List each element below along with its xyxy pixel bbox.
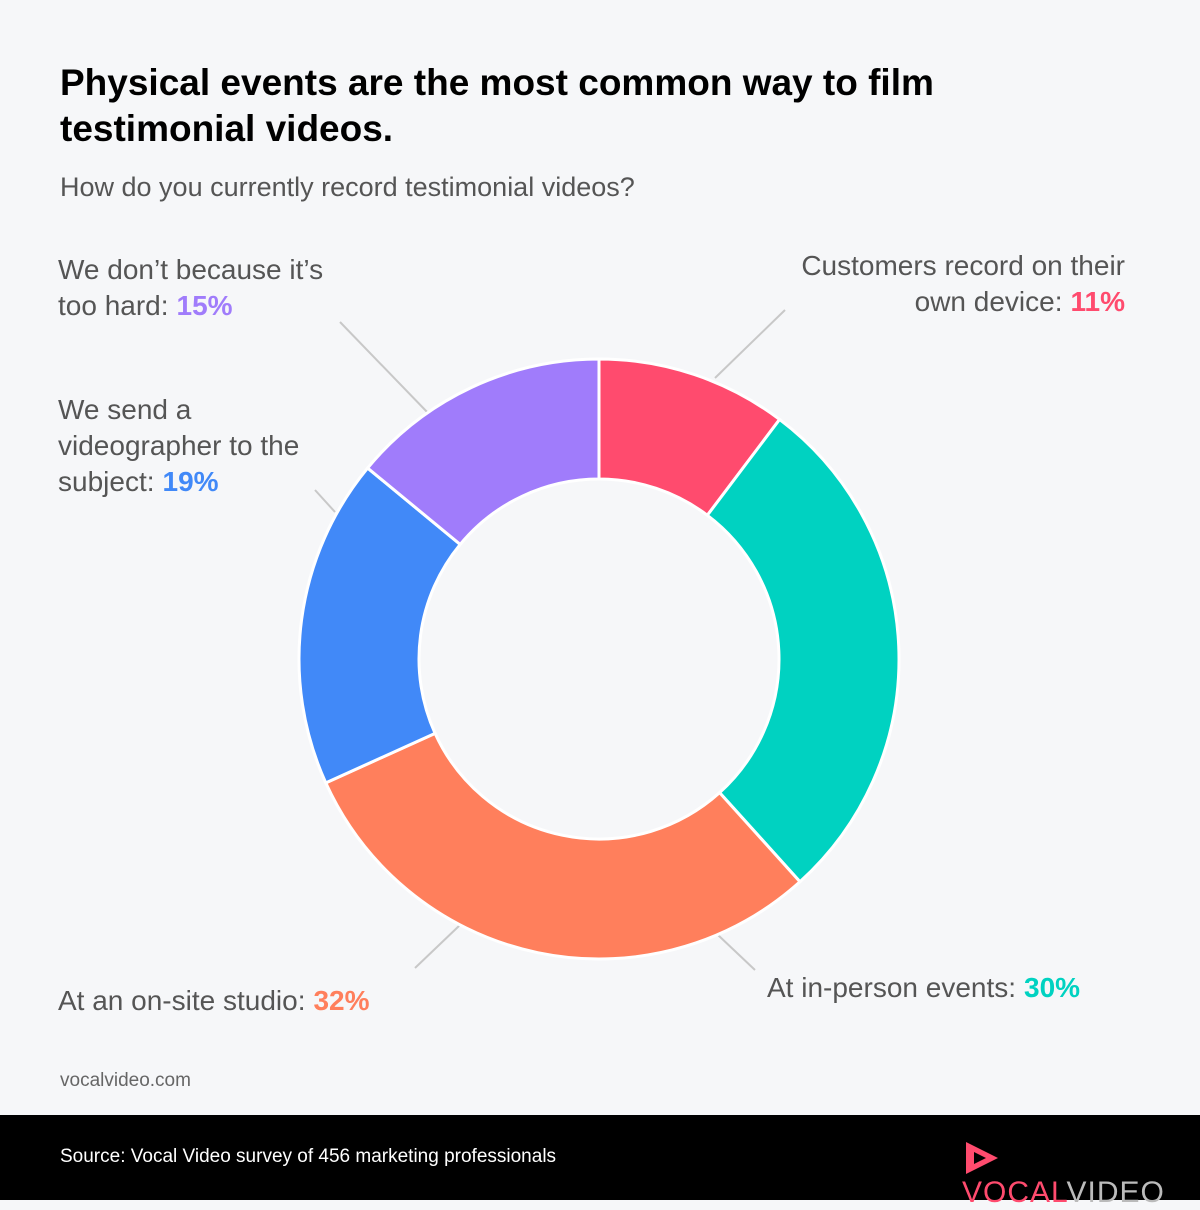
- donut-slice: [705, 417, 901, 884]
- brand-first: VOCAL: [962, 1176, 1067, 1210]
- category-label: At in-person events:: [767, 972, 1017, 1003]
- source-note: Source: Vocal Video survey of 456 market…: [60, 1146, 557, 1167]
- leader-lines: [314, 309, 786, 971]
- donut-slice: [323, 731, 803, 961]
- brand-second: VIDEO: [1066, 1176, 1165, 1210]
- slice-label: We send a videographer to the subject: 19…: [58, 392, 318, 500]
- chart-subtitle: How do you currently record testimonial …: [60, 172, 635, 202]
- leader-line: [717, 934, 756, 971]
- site-url: vocalvideo.com: [60, 1070, 191, 1091]
- value-label: 32%: [313, 985, 370, 1016]
- footer: [0, 1115, 1200, 1200]
- slice-label: We don’t because it’s too hard: 15%: [58, 252, 338, 324]
- chart: [297, 309, 901, 971]
- value-label: 15%: [176, 290, 233, 321]
- chart-title: Physical events are the most common way …: [60, 62, 934, 149]
- category-label: At an on-site studio:: [58, 985, 306, 1016]
- slice-label: At an on-site studio: 32%: [58, 983, 558, 1019]
- donut-slice: [365, 357, 601, 547]
- leader-line: [414, 924, 461, 969]
- donut-slice: [297, 465, 463, 785]
- category-label: Customers record on their own device:: [801, 250, 1125, 317]
- category-label: We don’t because it’s too hard:: [58, 254, 324, 321]
- category-label: We send a videographer to the subject:: [58, 394, 300, 497]
- value-label: 30%: [1024, 972, 1081, 1003]
- slice-label: At in-person events: 30%: [767, 970, 1187, 1006]
- value-label: 19%: [162, 466, 219, 497]
- slice-label: Customers record on their own device: 11%: [745, 248, 1125, 320]
- brand-icon: [966, 1142, 998, 1175]
- value-label: 11%: [1070, 286, 1126, 317]
- leader-line: [314, 489, 336, 513]
- leader-line: [714, 309, 786, 379]
- leader-line: [339, 321, 431, 416]
